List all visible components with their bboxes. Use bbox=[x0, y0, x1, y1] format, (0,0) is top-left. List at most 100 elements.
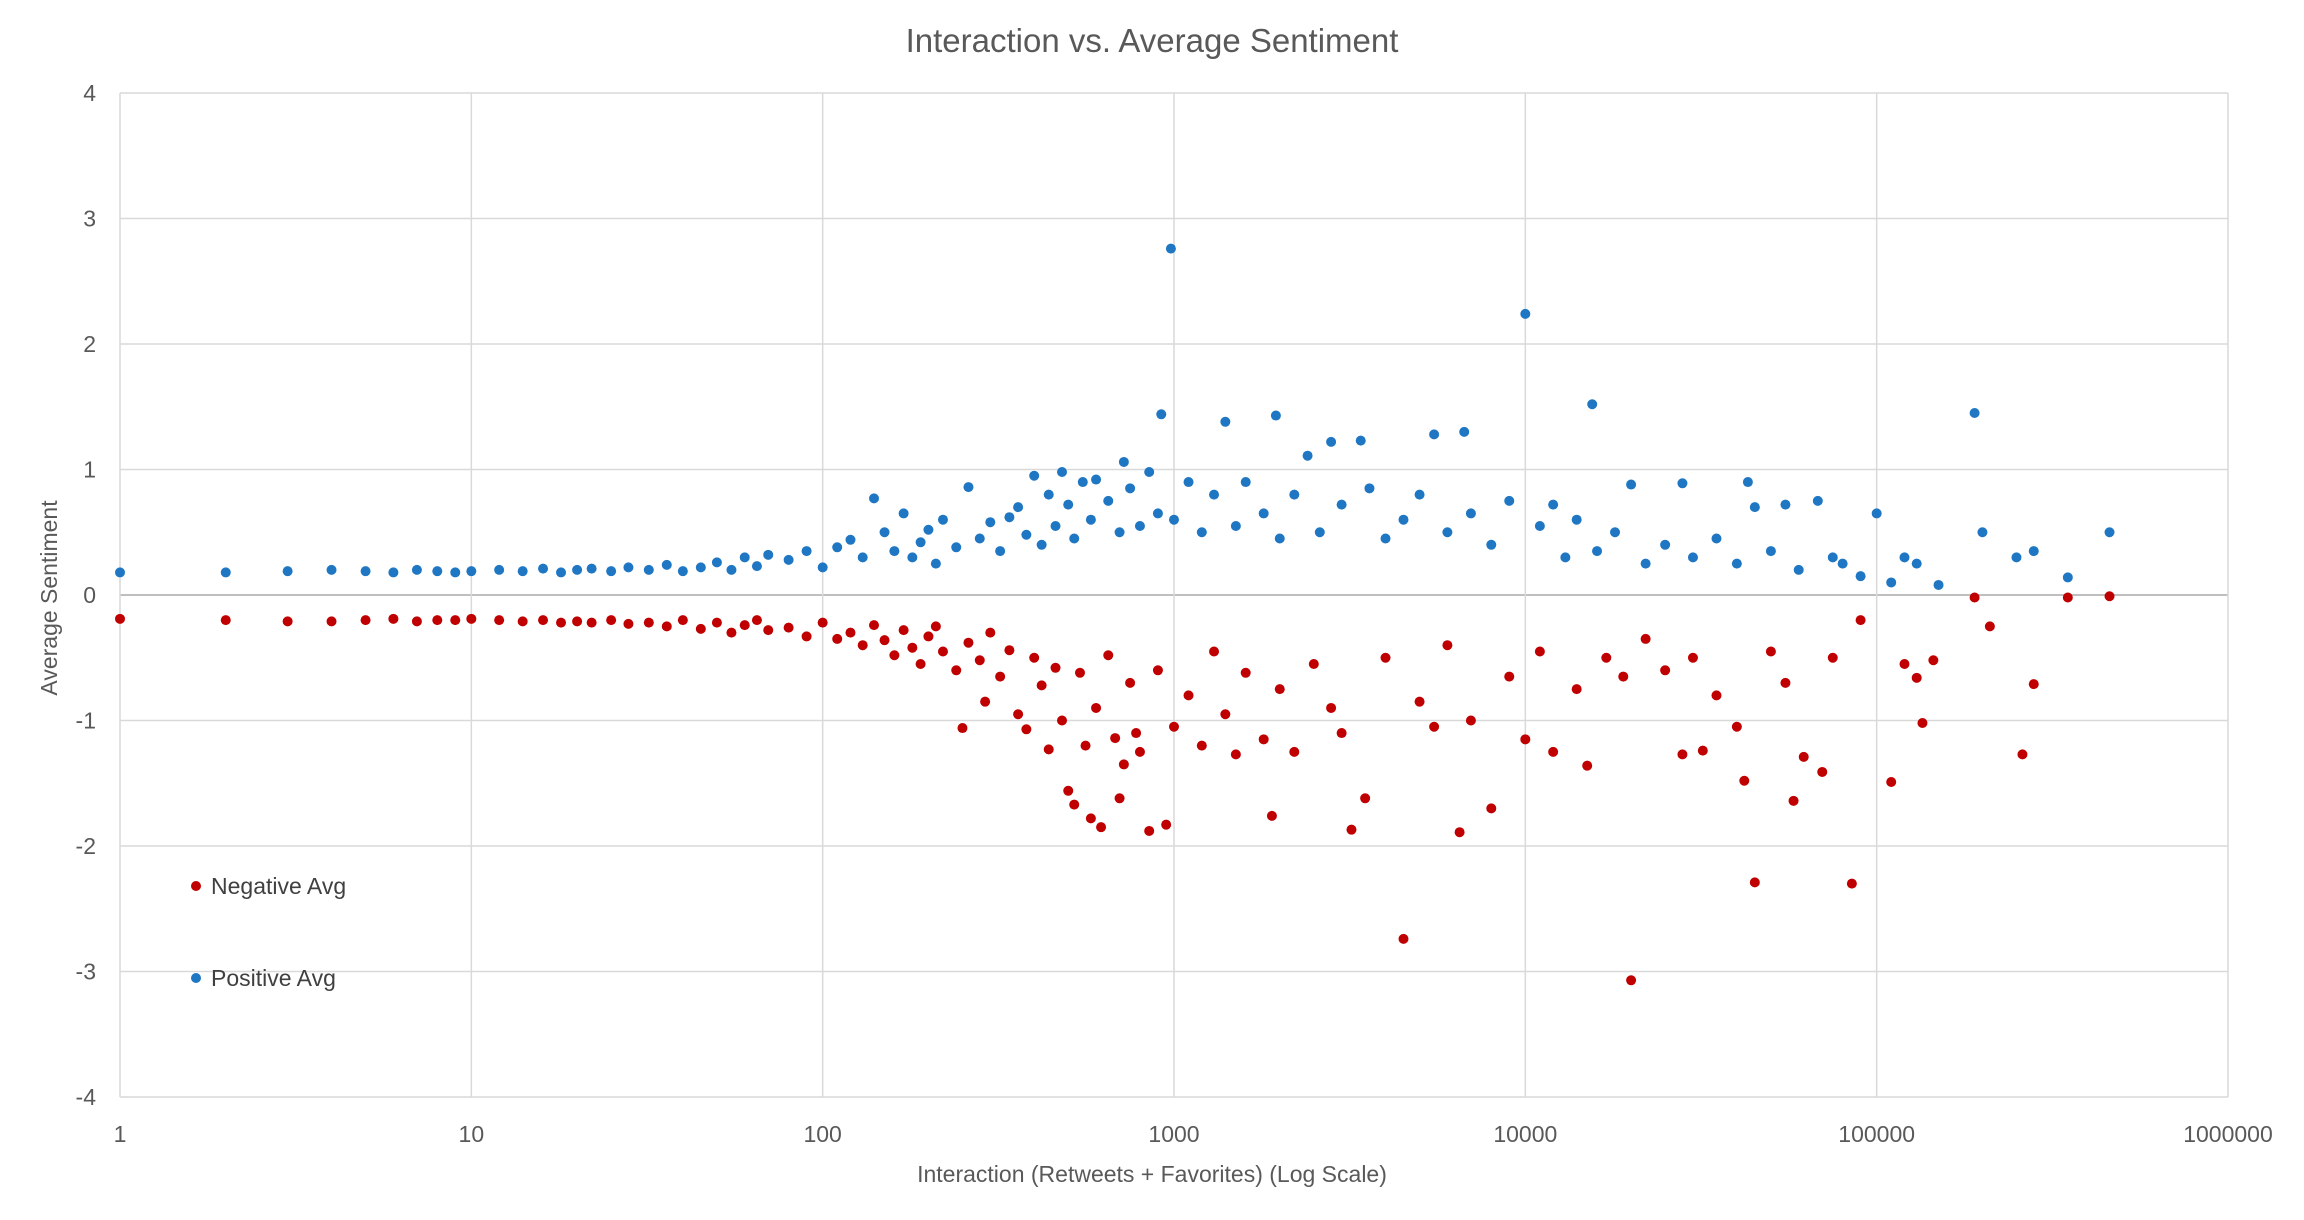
negative-avg-point bbox=[1465, 715, 1476, 726]
positive-avg-point bbox=[1626, 479, 1637, 490]
negative-avg-point bbox=[751, 615, 762, 626]
positive-avg-point bbox=[1021, 529, 1032, 540]
positive-avg-point bbox=[1036, 539, 1047, 550]
y-axis-tick-labels: 4 3 2 1 0 -1 -2 -3 -4 bbox=[76, 80, 97, 1110]
negative-avg-point bbox=[1152, 665, 1163, 676]
positive-avg-point bbox=[1270, 410, 1281, 421]
negative-avg-point bbox=[1548, 746, 1559, 757]
y-tick-label: -1 bbox=[76, 708, 96, 734]
positive-avg-point bbox=[1793, 564, 1804, 575]
positive-avg-point bbox=[432, 566, 443, 577]
negative-avg-point bbox=[2017, 749, 2028, 760]
negative-avg-point bbox=[661, 621, 672, 632]
negative-avg-point bbox=[1036, 680, 1047, 691]
positive-avg-point bbox=[869, 493, 880, 504]
positive-avg-point bbox=[1144, 467, 1155, 478]
positive-avg-point bbox=[1057, 467, 1068, 478]
negative-avg-point bbox=[1780, 677, 1791, 688]
positive-avg-point bbox=[1103, 495, 1114, 506]
positive-avg-point bbox=[1043, 489, 1054, 500]
negative-avg-point bbox=[985, 627, 996, 638]
negative-avg-point bbox=[1074, 667, 1085, 678]
negative-avg-point bbox=[1091, 702, 1102, 713]
data-points bbox=[115, 243, 2115, 986]
positive-avg-point bbox=[572, 564, 583, 575]
negative-avg-point bbox=[1110, 733, 1121, 744]
negative-avg-point bbox=[2104, 591, 2115, 602]
negative-avg-point bbox=[1984, 621, 1995, 632]
negative-avg-point bbox=[995, 671, 1006, 682]
negative-avg-point bbox=[1004, 645, 1015, 656]
negative-avg-point bbox=[326, 616, 337, 627]
negative-avg-point bbox=[1096, 822, 1107, 833]
positive-avg-point bbox=[1114, 527, 1125, 538]
positive-avg-point bbox=[739, 552, 750, 563]
negative-avg-point bbox=[739, 620, 750, 631]
positive-avg-point bbox=[1640, 558, 1651, 569]
negative-avg-point bbox=[1798, 751, 1809, 762]
positive-avg-point bbox=[1571, 514, 1582, 525]
legend-marker bbox=[191, 973, 201, 983]
negative-avg-point bbox=[1697, 745, 1708, 756]
positive-avg-point bbox=[1289, 489, 1300, 500]
grid-lines bbox=[119, 92, 2229, 1098]
positive-avg-point bbox=[1274, 533, 1285, 544]
negative-avg-point bbox=[783, 622, 794, 633]
negative-avg-point bbox=[1504, 671, 1515, 682]
positive-avg-point bbox=[845, 534, 856, 545]
negative-avg-point bbox=[898, 625, 909, 636]
negative-avg-point bbox=[963, 637, 974, 648]
positive-avg-point bbox=[1465, 508, 1476, 519]
negative-avg-point bbox=[494, 615, 505, 626]
positive-avg-point bbox=[1899, 552, 1910, 563]
negative-avg-point bbox=[1057, 715, 1068, 726]
negative-avg-point bbox=[801, 631, 812, 642]
negative-avg-point bbox=[1326, 702, 1337, 713]
positive-avg-point bbox=[1486, 539, 1497, 550]
positive-avg-point bbox=[1548, 499, 1559, 510]
positive-avg-point bbox=[963, 482, 974, 493]
positive-avg-point bbox=[1050, 520, 1061, 531]
positive-avg-point bbox=[857, 552, 868, 563]
positive-avg-point bbox=[538, 563, 549, 574]
positive-avg-point bbox=[1165, 243, 1176, 254]
negative-avg-point bbox=[1013, 709, 1024, 720]
legend-marker bbox=[191, 881, 201, 891]
negative-avg-point bbox=[572, 616, 583, 627]
negative-avg-point bbox=[1398, 933, 1409, 944]
positive-avg-point bbox=[1442, 527, 1453, 538]
negative-avg-point bbox=[1731, 721, 1742, 732]
negative-avg-point bbox=[1050, 662, 1061, 673]
negative-avg-point bbox=[388, 613, 399, 624]
negative-avg-point bbox=[1911, 672, 1922, 683]
negative-avg-point bbox=[889, 650, 900, 661]
legend: Negative Avg Positive Avg bbox=[191, 873, 346, 991]
positive-avg-point bbox=[1118, 456, 1129, 467]
positive-avg-point bbox=[1660, 539, 1671, 550]
negative-avg-point bbox=[1928, 655, 1939, 666]
positive-avg-point bbox=[1677, 478, 1688, 489]
positive-avg-point bbox=[1534, 520, 1545, 531]
y-tick-label: 4 bbox=[83, 80, 96, 106]
negative-avg-point bbox=[1085, 813, 1096, 824]
positive-avg-point bbox=[1169, 514, 1179, 525]
legend-label: Negative Avg bbox=[211, 873, 346, 899]
negative-avg-point bbox=[1360, 793, 1371, 804]
positive-avg-point bbox=[2062, 572, 2073, 583]
negative-avg-point bbox=[1289, 746, 1300, 757]
positive-avg-point bbox=[1765, 546, 1776, 557]
positive-avg-point bbox=[1380, 533, 1391, 544]
positive-avg-point bbox=[1085, 514, 1096, 525]
legend-label: Positive Avg bbox=[211, 965, 336, 991]
positive-avg-point bbox=[1780, 499, 1791, 510]
y-tick-label: -2 bbox=[76, 833, 96, 859]
negative-avg-point bbox=[923, 631, 934, 642]
negative-avg-point bbox=[556, 617, 567, 628]
positive-avg-point bbox=[586, 563, 597, 574]
positive-avg-point bbox=[1977, 527, 1988, 538]
positive-avg-point bbox=[1004, 512, 1015, 523]
positive-avg-point bbox=[1196, 527, 1207, 538]
x-tick-label: 10 bbox=[459, 1121, 485, 1147]
negative-avg-point bbox=[1765, 646, 1776, 657]
negative-avg-point bbox=[1220, 709, 1231, 720]
